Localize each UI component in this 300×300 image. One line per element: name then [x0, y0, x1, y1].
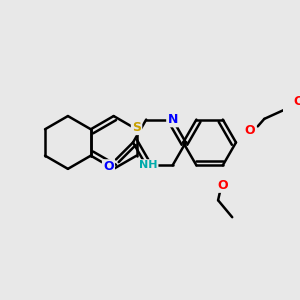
Text: O: O: [245, 124, 256, 137]
Text: S: S: [132, 121, 141, 134]
Text: NH: NH: [139, 160, 157, 170]
Text: O: O: [293, 95, 300, 108]
Text: N: N: [167, 113, 178, 126]
Text: O: O: [218, 178, 228, 192]
Text: O: O: [103, 160, 114, 173]
